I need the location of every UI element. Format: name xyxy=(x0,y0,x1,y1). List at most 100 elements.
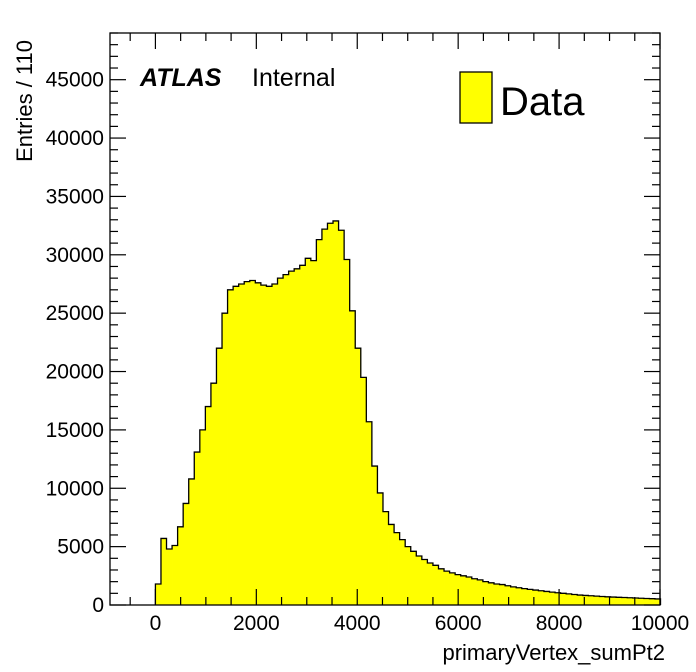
x-tick-label: 0 xyxy=(150,612,162,635)
histogram-bin xyxy=(432,565,439,605)
x-tick-label: 10000 xyxy=(631,612,689,635)
histogram-bin xyxy=(338,230,345,606)
histogram-bin xyxy=(482,581,489,605)
histogram-bin xyxy=(271,283,278,605)
y-tick-label: 0 xyxy=(92,594,104,617)
histogram-bin xyxy=(160,538,167,605)
histogram-bin xyxy=(588,595,595,605)
histogram-bin xyxy=(255,282,262,605)
y-tick-label: 35000 xyxy=(46,185,104,208)
histogram-bin xyxy=(527,589,534,605)
histogram-bin xyxy=(294,268,301,605)
x-tick-label: 4000 xyxy=(334,612,381,635)
histogram-bin xyxy=(394,532,401,605)
plot-frame xyxy=(109,32,661,606)
histogram-bin xyxy=(155,583,162,605)
histogram-bin xyxy=(333,220,339,605)
histogram-bin xyxy=(327,223,334,605)
histogram-bin xyxy=(516,587,523,605)
histogram-bin xyxy=(177,526,184,605)
histogram-bin xyxy=(305,258,312,605)
histogram-bin xyxy=(427,562,434,605)
x-tick-label: 2000 xyxy=(233,612,280,635)
histogram-bin xyxy=(488,582,495,605)
histogram-bin xyxy=(599,596,606,605)
histogram-bin xyxy=(399,539,406,605)
histogram-bin xyxy=(349,310,356,605)
histogram-bin xyxy=(316,239,323,605)
histogram-bin xyxy=(621,597,628,605)
histogram-bin xyxy=(510,586,517,605)
histogram-bin xyxy=(183,503,190,605)
histogram-bin xyxy=(643,598,650,605)
histogram-bin xyxy=(471,578,478,605)
histogram-bin xyxy=(632,597,639,605)
histogram-bin xyxy=(233,286,240,605)
histogram-bin xyxy=(438,568,445,605)
histogram-bin xyxy=(627,597,634,605)
histogram-bin xyxy=(566,593,573,605)
histogram-bin xyxy=(382,511,389,605)
atlas-label: ATLAS xyxy=(139,64,222,92)
y-tick-label: 40000 xyxy=(46,127,104,150)
histogram-bin xyxy=(410,551,417,605)
histogram-bin xyxy=(205,406,212,605)
histogram-bin xyxy=(244,281,251,605)
histogram-bin xyxy=(499,584,506,605)
histogram-bin xyxy=(344,259,351,605)
histogram-bin xyxy=(549,592,556,605)
histogram-bin xyxy=(532,590,539,605)
histogram-bin xyxy=(582,595,589,605)
histogram-bin xyxy=(577,595,584,605)
histogram-bin xyxy=(610,597,617,605)
histogram-bars xyxy=(155,220,661,606)
histogram-bin xyxy=(444,571,450,605)
histogram-bin xyxy=(377,492,384,605)
histogram-bin xyxy=(360,377,367,605)
x-axis-ticks: 0 2000 4000 6000 8000 10000 xyxy=(129,33,689,635)
legend-swatch-data xyxy=(459,71,493,124)
y-axis-title: Entries / 110 xyxy=(12,40,37,162)
histogram-bin xyxy=(288,271,295,605)
y-tick-label: 25000 xyxy=(46,302,104,325)
histogram-bin xyxy=(405,546,412,605)
x-tick-label: 6000 xyxy=(435,612,482,635)
y-axis-ticks: 0 5000 10000 15000 20000 25000 30000 35000 40000… xyxy=(46,32,660,617)
histogram-bin xyxy=(593,596,600,605)
histogram-bin xyxy=(521,588,528,605)
histogram-bin xyxy=(505,585,512,605)
histogram-bin xyxy=(310,260,317,605)
histogram-bin xyxy=(321,229,328,605)
histogram-bin xyxy=(449,572,456,605)
y-tick-label: 30000 xyxy=(46,244,104,267)
histogram-bin xyxy=(166,548,173,605)
histogram-bin xyxy=(616,597,623,605)
histogram-bin xyxy=(277,278,284,605)
x-axis-title: primaryVertex_sumPt2 xyxy=(442,640,665,665)
legend-label-data: Data xyxy=(500,80,585,124)
histogram-bin xyxy=(638,598,645,605)
histogram-bin xyxy=(460,575,467,605)
histogram-bin xyxy=(188,478,195,605)
histogram-bin xyxy=(654,598,661,605)
histogram-bin xyxy=(649,598,656,605)
histogram-bin xyxy=(466,576,473,605)
y-tick-label: 45000 xyxy=(46,69,104,92)
histogram-bin xyxy=(355,348,362,605)
histogram-bin xyxy=(571,594,578,605)
histogram-bin xyxy=(172,545,179,605)
y-tick-label: 15000 xyxy=(46,419,104,442)
histogram-bin xyxy=(477,579,484,605)
histogram-bin xyxy=(249,280,256,605)
histogram-bin xyxy=(560,593,567,605)
histogram-bin xyxy=(416,555,423,605)
histogram-bin xyxy=(227,289,234,605)
histogram-bin xyxy=(605,596,611,605)
histogram-bin xyxy=(421,559,428,605)
histogram-bin xyxy=(260,285,267,605)
histogram-bin xyxy=(266,286,273,605)
histogram-bin xyxy=(366,421,373,605)
x-tick-label: 8000 xyxy=(536,612,583,635)
histogram-bin xyxy=(199,429,206,605)
